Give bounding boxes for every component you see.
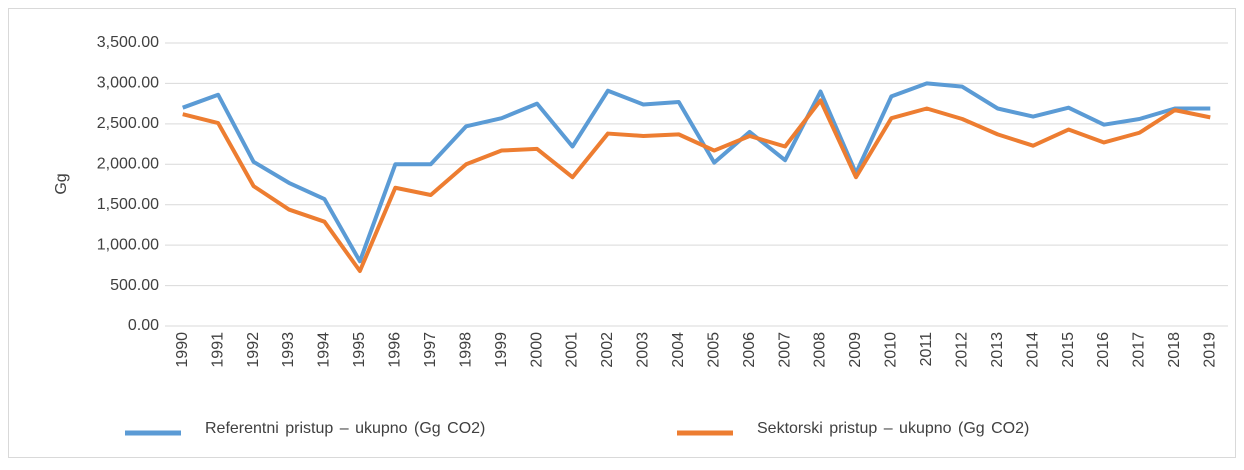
x-tick-label: 2015 bbox=[1060, 332, 1077, 368]
x-tick-label: 2000 bbox=[528, 332, 545, 368]
y-tick-label: 0.00 bbox=[128, 317, 159, 334]
x-tick-label: 1999 bbox=[493, 332, 510, 368]
series-line bbox=[182, 98, 1211, 274]
y-tick-label: 2,000.00 bbox=[97, 156, 159, 173]
x-tick-label: 1995 bbox=[351, 332, 368, 368]
y-tick-label: 3,000.00 bbox=[97, 75, 159, 92]
x-tick-label: 2007 bbox=[776, 332, 793, 368]
x-tick-label: 2019 bbox=[1202, 332, 1219, 368]
x-tick-label: 1993 bbox=[280, 332, 297, 368]
x-tick-label: 1994 bbox=[316, 332, 333, 368]
x-tick-label: 2009 bbox=[847, 332, 864, 368]
x-tick-label: 2014 bbox=[1024, 332, 1041, 368]
x-tick-label: 1998 bbox=[457, 332, 474, 368]
chart-border bbox=[8, 8, 1236, 458]
x-tick-label: 2003 bbox=[635, 332, 652, 368]
x-tick-label: 2004 bbox=[670, 332, 687, 368]
series-line bbox=[182, 81, 1211, 264]
y-tick-label: 1,500.00 bbox=[97, 196, 159, 213]
x-tick-label: 1991 bbox=[209, 332, 226, 368]
x-tick-label: 2005 bbox=[705, 332, 722, 368]
legend-label: Referentni pristup – ukupno (Gg CO2) bbox=[205, 420, 485, 437]
y-tick-label: 2,500.00 bbox=[97, 115, 159, 132]
x-tick-label: 1997 bbox=[422, 332, 439, 368]
x-tick-label: 2001 bbox=[564, 332, 581, 368]
x-tick-label: 1990 bbox=[174, 332, 191, 368]
x-tick-label: 2010 bbox=[883, 332, 900, 368]
x-tick-label: 1992 bbox=[245, 332, 262, 368]
y-axis-label: Gg bbox=[53, 173, 70, 194]
x-tick-label: 2008 bbox=[812, 332, 829, 368]
x-tick-label: 2011 bbox=[918, 332, 935, 367]
y-tick-label: 1,000.00 bbox=[97, 236, 159, 253]
x-tick-label: 2017 bbox=[1131, 332, 1148, 368]
y-tick-label: 500.00 bbox=[110, 277, 159, 294]
x-tick-label: 2013 bbox=[989, 332, 1006, 368]
y-tick-label: 3,500.00 bbox=[97, 34, 159, 51]
x-tick-label: 2018 bbox=[1166, 332, 1183, 368]
x-tick-label: 2016 bbox=[1095, 332, 1112, 368]
x-tick-label: 2006 bbox=[741, 332, 758, 368]
legend-label: Sektorski pristup – ukupno (Gg CO2) bbox=[757, 420, 1029, 437]
x-tick-label: 1996 bbox=[387, 332, 404, 368]
x-tick-label: 2002 bbox=[599, 332, 616, 368]
x-tick-label: 2012 bbox=[953, 332, 970, 368]
